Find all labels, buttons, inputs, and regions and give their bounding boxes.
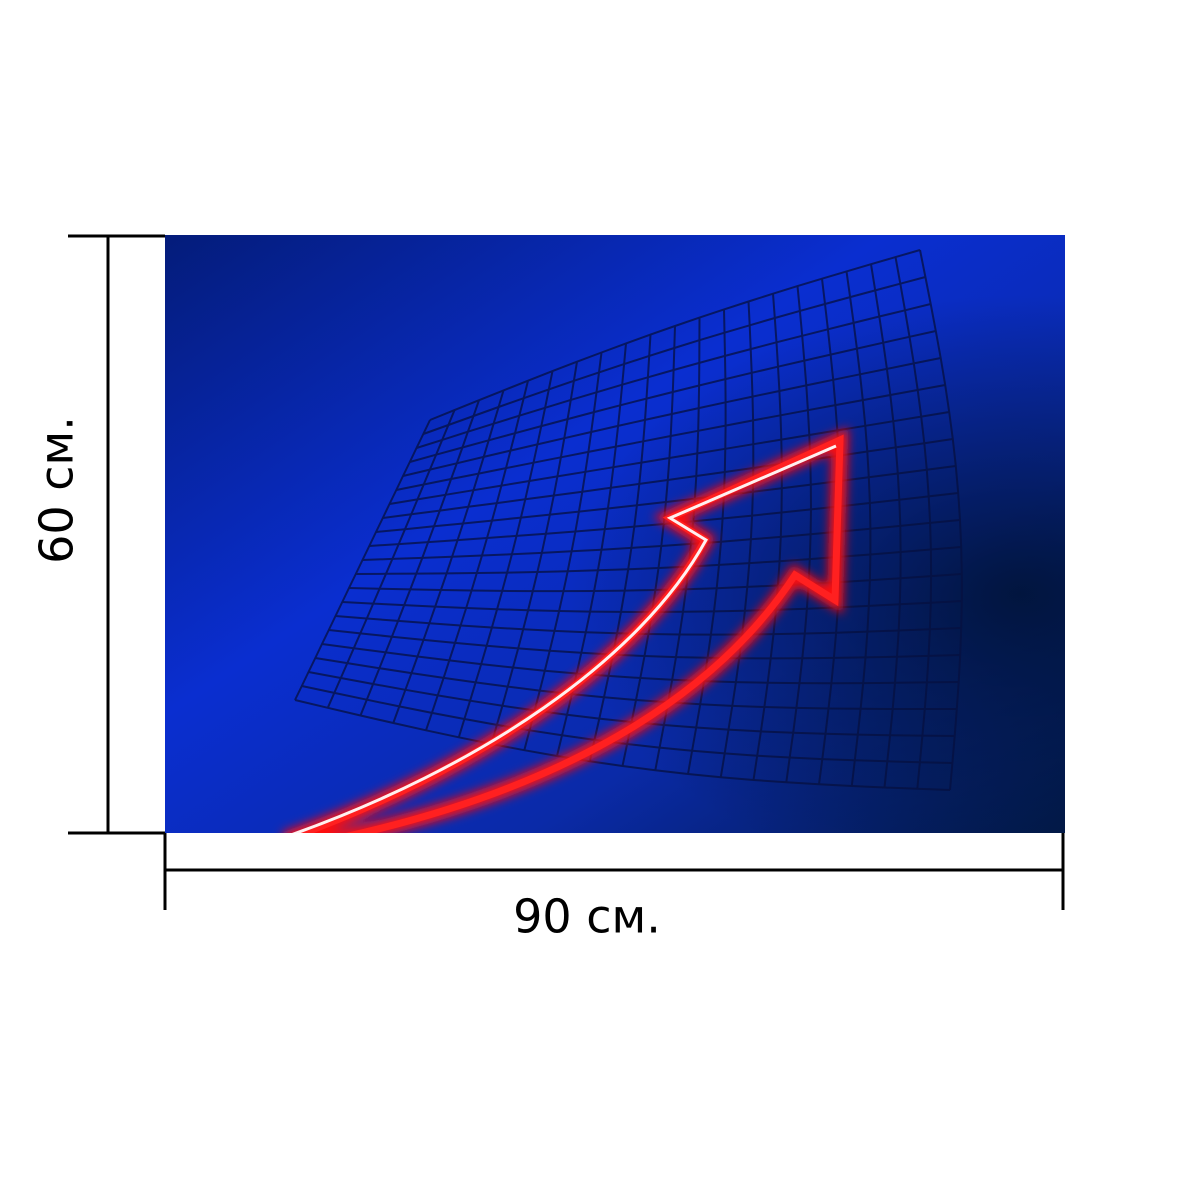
mesh-line bbox=[321, 643, 959, 685]
mesh-line bbox=[870, 264, 902, 788]
mesh-line bbox=[301, 685, 953, 764]
mesh-line bbox=[845, 271, 872, 787]
height-label: 60 см. bbox=[30, 416, 84, 564]
mesh-line bbox=[362, 519, 961, 561]
mesh-line bbox=[315, 657, 957, 710]
mesh-line bbox=[719, 301, 755, 778]
mesh-line bbox=[348, 573, 962, 593]
mesh-line bbox=[294, 699, 951, 791]
mesh-line bbox=[328, 629, 961, 660]
mesh-line bbox=[894, 256, 933, 789]
width-label: 90 см. bbox=[513, 890, 661, 944]
arrow-highlight bbox=[291, 444, 837, 833]
mesh-line bbox=[785, 286, 813, 783]
mesh-line bbox=[919, 249, 963, 791]
dimension-lines bbox=[68, 234, 1065, 910]
mesh-line bbox=[335, 615, 962, 636]
mesh-line bbox=[752, 293, 783, 781]
mesh-line bbox=[355, 546, 962, 575]
picture bbox=[165, 235, 1065, 833]
mesh-line bbox=[687, 309, 727, 775]
